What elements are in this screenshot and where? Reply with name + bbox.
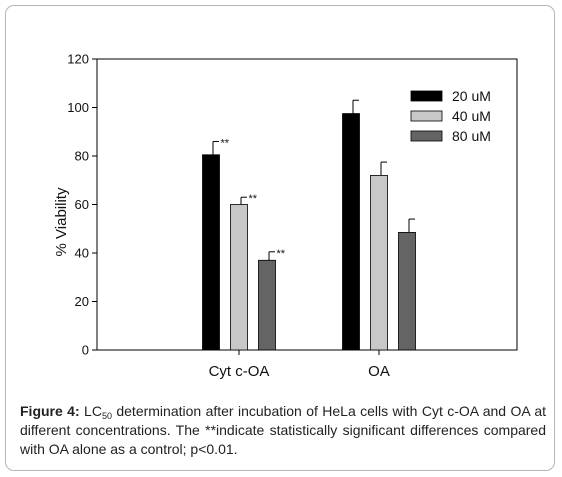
figure-caption: Figure 4: LC50 determination after incub… — [20, 402, 546, 459]
y-tick-label: 20 — [75, 294, 89, 309]
y-tick-label: 60 — [75, 197, 89, 212]
caption-text: determination after incubation of HeLa c… — [20, 403, 547, 457]
x-tick-label: OA — [368, 363, 390, 380]
legend-label: 20 uM — [452, 88, 491, 104]
y-tick-label: 40 — [75, 246, 89, 261]
chart-legend: 20 uM 40 uM 80 uM — [410, 88, 491, 144]
chart-axes: 0 20 40 60 80 100 120 Cyt c-OA OA — [67, 52, 518, 380]
legend-swatch — [410, 130, 443, 142]
significance-label: ** — [249, 193, 258, 205]
y-tick-label: 0 — [82, 343, 89, 358]
y-tick-label: 120 — [67, 52, 89, 67]
x-tick-label: Cyt c-OA — [209, 363, 270, 380]
caption-subscript: 50 — [101, 411, 112, 421]
bar-chart: 0 20 40 60 80 100 120 Cyt c-OA OA ** ** ** 20 uM 40… — [53, 52, 518, 380]
bar — [370, 174, 388, 351]
bar — [258, 259, 276, 351]
y-tick-label: 100 — [67, 100, 89, 115]
bar — [342, 113, 360, 351]
bar — [398, 231, 416, 351]
legend-label: 80 uM — [452, 128, 491, 144]
chart-bars: ** ** ** — [202, 99, 416, 351]
y-axis-title: % Viability — [53, 187, 70, 256]
caption-label: Figure 4: — [20, 403, 80, 419]
legend-swatch — [410, 90, 443, 102]
y-tick-label: 80 — [75, 149, 89, 164]
bar — [230, 204, 248, 351]
legend-swatch — [410, 110, 443, 122]
legend-label: 40 uM — [452, 108, 491, 124]
figure-frame — [5, 5, 555, 471]
significance-label: ** — [277, 248, 286, 260]
significance-label: ** — [221, 137, 230, 149]
caption-lc: LC — [84, 403, 102, 419]
bar — [202, 154, 220, 351]
